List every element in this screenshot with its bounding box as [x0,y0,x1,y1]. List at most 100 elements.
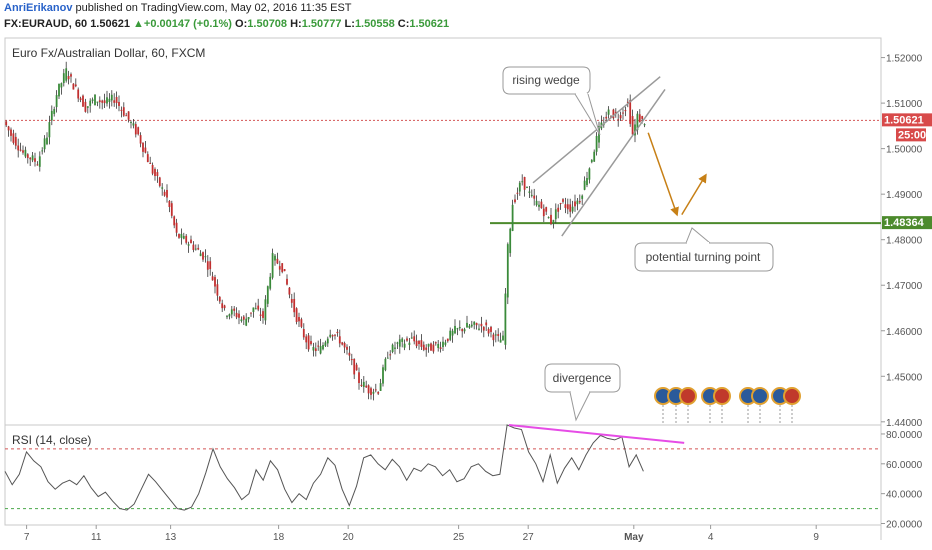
candle-body [581,195,584,199]
time-tick-label: 11 [91,532,102,543]
candle-body [305,336,308,343]
candle-body [5,121,8,126]
projection-up-arrow[interactable] [681,173,707,216]
candle-body [166,189,168,198]
candle-body [473,321,476,325]
candle-body [264,299,267,321]
candle-body [65,68,68,81]
event-flag-icon[interactable] [713,387,731,425]
candle-body [233,308,236,311]
author-link[interactable]: AnriErikanov [4,2,73,14]
candle-body [607,109,610,115]
time-tick-label: 7 [24,532,30,543]
candle-body [341,342,344,345]
price-tick-label: 1.47000 [886,281,923,292]
candle-body [134,124,137,135]
callout-potential-turning-point[interactable]: potential turning point [634,227,774,272]
support-badge-label: 1.48364 [884,217,925,229]
candle-body [278,266,281,270]
candle-body [451,330,454,336]
candle-body [271,253,274,278]
callout-label: potential turning point [646,250,761,264]
candle-body [110,94,113,101]
published-text: published on TradingView.com, May 02, 20… [75,2,352,14]
candle-body [12,133,15,143]
price-tick-label: 1.52000 [886,54,923,65]
last-price-badge: 1.50621 25:00 [882,113,932,142]
candle-body [391,344,394,352]
candle-body [427,343,430,347]
event-flag-icon[interactable] [679,387,697,425]
time-tick-label: 9 [813,532,819,543]
candle-body [358,372,360,384]
candle-body [360,384,363,386]
support-badge: 1.48364 [882,216,932,230]
candle-body [622,112,624,114]
candle-body [211,276,214,281]
candle-body [514,199,516,203]
candle-body [281,263,284,272]
candle-body [629,100,632,124]
price-tick-label: 1.46000 [886,327,923,338]
price-axis: 1.52000 1.51000 1.50000 1.49000 1.48000 1.470… [881,54,923,429]
candle-body [142,142,144,152]
support-badge-bg [882,216,932,230]
close-label: C: [397,18,410,30]
projection-down-arrow[interactable] [647,132,679,217]
chart-title: Euro Fx/Australian Dollar, 60, FXCM [12,46,205,60]
candle-body [89,100,92,106]
candle-body [641,116,644,119]
candle-body [163,191,166,196]
candle-body [242,316,245,320]
candle-body [269,276,272,289]
time-tick-label: 20 [343,532,355,543]
candle-body [17,145,20,151]
candle-body [590,159,593,163]
candle-body [324,342,327,346]
callout-rising-wedge[interactable]: rising wedge [502,66,601,136]
candle-body [523,177,526,190]
wedge-lower-line[interactable] [561,89,666,237]
candle-body [365,385,368,388]
candle-body [552,219,555,224]
candle-body [209,261,212,270]
candle-body [154,169,156,177]
candle-body [286,278,288,285]
candle-body [137,127,140,135]
candle-body [454,325,456,334]
candle-body [329,334,332,337]
candle-body [583,180,586,190]
candle-body [444,342,447,345]
symbol-label: FX:EURAUD, 60 [4,18,88,30]
candle-body [41,150,44,152]
candle-body [530,194,533,196]
candle-body [156,172,159,177]
candle-body [379,383,382,391]
candle-body [238,313,240,318]
candle-body [204,256,207,258]
candle-body [346,346,348,350]
candle-body [547,217,550,219]
candle-body [221,303,224,309]
chart-frame [4,37,882,540]
candle-body [384,358,387,371]
candle-body [259,314,262,316]
callout-box [544,363,621,393]
candle-body [468,325,471,328]
high-label: H: [290,18,302,30]
candle-body [350,359,353,361]
low-value: 1.50558 [354,18,395,30]
event-flag-icon[interactable] [751,387,769,425]
candle-body [79,98,82,100]
rsi-divergence-line[interactable] [508,424,685,444]
last-price-badge-bg [882,113,932,127]
candle-body [511,204,514,231]
candle-body [158,177,161,186]
callout-divergence[interactable]: divergence [544,363,621,422]
event-flag-icon[interactable] [783,387,801,425]
candle-body [48,122,51,138]
candle-body [120,109,123,111]
candle-body [506,244,509,298]
candle-body [283,269,286,272]
